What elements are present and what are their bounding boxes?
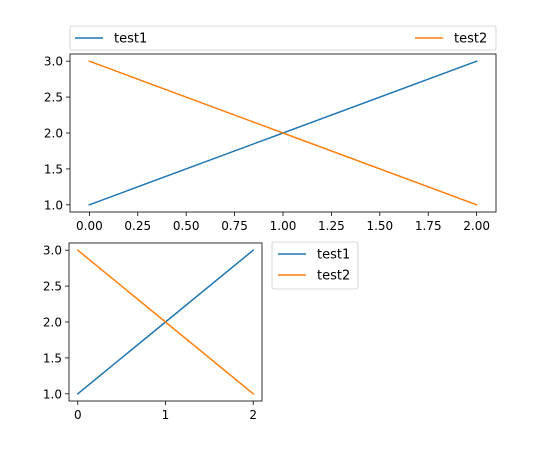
top-x-tick-label: 1.25 bbox=[318, 219, 345, 233]
top-x-tick-label: 0.00 bbox=[76, 219, 103, 233]
top-x-tick-label: 1.50 bbox=[366, 219, 393, 233]
top-chart-frame bbox=[69, 53, 497, 213]
top-legend-test2-label: test2 bbox=[454, 32, 487, 47]
bottom-chart-frame bbox=[68, 242, 263, 402]
top-x-tick-label: 0.25 bbox=[124, 219, 151, 233]
bottom-x-tick-label: 1 bbox=[162, 408, 170, 422]
bottom-chart-legend: test1 test2 bbox=[271, 241, 359, 290]
bottom-legend-test1-label: test1 bbox=[317, 248, 350, 263]
top-chart-lines bbox=[88, 60, 478, 206]
bottom-x-tick-label: 2 bbox=[249, 408, 257, 422]
bottom-y-tick-label: 2.0 bbox=[43, 316, 62, 330]
top-chart-legend: test1 test2 bbox=[69, 25, 497, 51]
top-chart: 0.00 0.25 0.50 0.75 1.00 1.25 1.50 1.75 2.00 1.0 1… bbox=[44, 25, 497, 233]
top-legend-test1-label: test1 bbox=[114, 32, 147, 47]
top-chart-ticks: 0.00 0.25 0.50 0.75 1.00 1.25 1.50 1.75 2.00 1.0 1… bbox=[44, 55, 490, 233]
top-x-tick-label: 2.00 bbox=[463, 219, 490, 233]
bottom-chart-lines bbox=[76, 249, 255, 395]
bottom-y-tick-label: 2.5 bbox=[43, 280, 62, 294]
top-x-tick-label: 1.00 bbox=[270, 219, 297, 233]
bottom-legend-test2-label: test2 bbox=[317, 269, 350, 284]
top-y-tick-label: 2.0 bbox=[44, 127, 63, 141]
bottom-chart-ticks: 0 1 2 1.0 1.5 2.0 2.5 3.0 bbox=[43, 244, 257, 422]
bottom-y-tick-label: 1.5 bbox=[43, 351, 62, 365]
bottom-x-tick-label: 0 bbox=[74, 408, 82, 422]
top-y-tick-label: 3.0 bbox=[44, 55, 63, 69]
top-chart-legend-box bbox=[69, 25, 497, 51]
top-y-tick-label: 1.5 bbox=[44, 162, 63, 176]
bottom-series-line-test2 bbox=[76, 249, 255, 395]
bottom-y-tick-label: 3.0 bbox=[43, 244, 62, 258]
top-series-line-test2 bbox=[88, 60, 478, 206]
top-y-tick-label: 1.0 bbox=[44, 198, 63, 212]
top-y-tick-label: 2.5 bbox=[44, 91, 63, 105]
top-x-tick-label: 1.75 bbox=[415, 219, 442, 233]
bottom-chart: 0 1 2 1.0 1.5 2.0 2.5 3.0 test1 test2 bbox=[43, 241, 359, 422]
bottom-y-tick-label: 1.0 bbox=[43, 387, 62, 401]
top-x-tick-label: 0.75 bbox=[221, 219, 248, 233]
top-x-tick-label: 0.50 bbox=[173, 219, 200, 233]
